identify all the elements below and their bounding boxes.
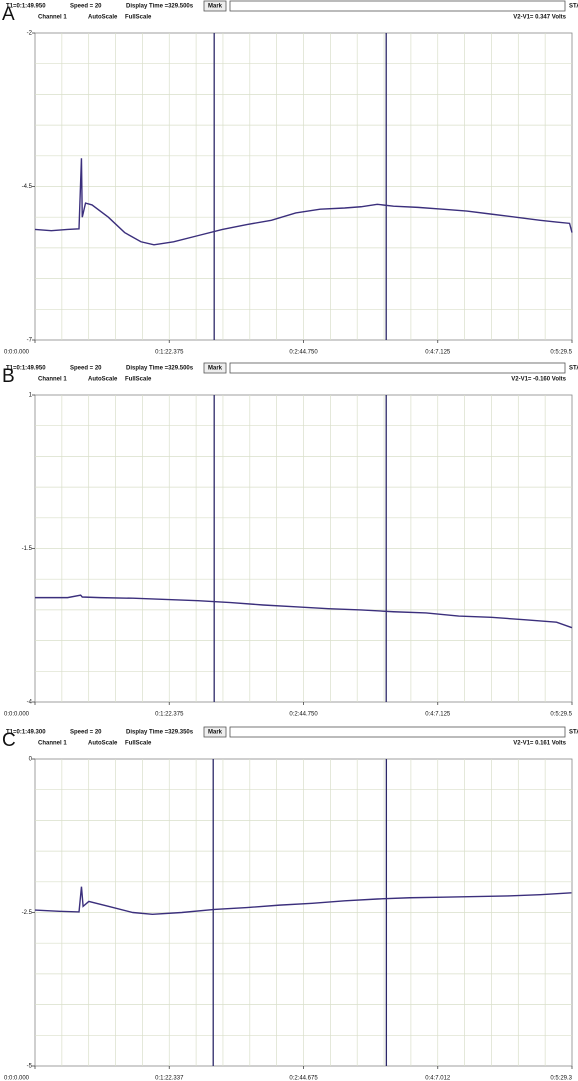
mark-label[interactable]: Mark <box>208 730 223 736</box>
data-line <box>34 158 573 246</box>
channel: Channel 1 <box>38 15 67 21</box>
speed: Speed = 20 <box>70 4 102 10</box>
display-time: Display Time =329.500s <box>126 4 194 10</box>
x-tick-label: 0:5:29.5 <box>550 350 572 356</box>
y-tick-label: -4 <box>27 700 33 706</box>
voltage-difference: V2-V1= -0.160 Volts <box>511 377 566 383</box>
y-tick-label: -1.5 <box>22 546 33 552</box>
fullscale[interactable]: FullScale <box>125 377 152 383</box>
x-tick-label: 0:2:44.675 <box>289 1076 318 1081</box>
channel: Channel 1 <box>38 377 67 383</box>
fullscale[interactable]: FullScale <box>125 15 152 21</box>
display-time: Display Time =329.500s <box>126 366 194 372</box>
x-tick-label: 0:1:22.375 <box>155 712 184 718</box>
panel-label: B <box>2 366 15 387</box>
start-label[interactable]: START <box>569 4 578 10</box>
x-tick-label: 0:0:0.000 <box>4 1076 30 1081</box>
cursor-time: T1=0:1:49.950 <box>6 4 46 10</box>
x-tick-label: 0:1:22.375 <box>155 350 184 356</box>
y-tick-label: -2.5 <box>22 910 33 916</box>
autoscale[interactable]: AutoScale <box>88 741 118 747</box>
y-tick-label: -4.5 <box>22 184 33 190</box>
cursor-time: T1=0:1:49.300 <box>6 730 46 736</box>
x-tick-label: 0:0:0.000 <box>4 712 30 718</box>
data-line <box>34 886 572 916</box>
start-label[interactable]: START <box>569 730 578 736</box>
x-tick-label: 0:4:7.125 <box>425 712 451 718</box>
progress-field <box>229 0 566 12</box>
mark-button[interactable] <box>203 0 227 12</box>
y-tick-label: -2 <box>27 31 33 37</box>
voltage-difference: V2-V1= 0.161 Volts <box>513 741 566 747</box>
x-tick-label: 0:4:7.125 <box>425 350 451 356</box>
mark-label[interactable]: Mark <box>208 366 223 372</box>
cursor-time: T1=0:1:49.950 <box>6 366 46 372</box>
mark-button[interactable] <box>203 362 227 374</box>
panel-label: C <box>2 730 16 751</box>
fullscale[interactable]: FullScale <box>125 741 152 747</box>
mark-button[interactable] <box>203 726 227 738</box>
autoscale[interactable]: AutoScale <box>88 15 118 21</box>
x-tick-label: 0:5:29.5 <box>550 712 572 718</box>
x-tick-label: 0:1:22.337 <box>155 1076 184 1081</box>
y-tick-label: 0 <box>29 757 33 763</box>
panel-label: A <box>2 4 15 25</box>
y-tick-label: 1 <box>29 393 33 399</box>
progress-field <box>229 362 566 374</box>
x-tick-label: 0:2:44.750 <box>289 712 318 718</box>
autoscale[interactable]: AutoScale <box>88 377 118 383</box>
display-time: Display Time =329.350s <box>126 730 194 736</box>
voltage-difference: V2-V1= 0.347 Volts <box>513 15 566 21</box>
x-tick-label: 0:5:29.3 <box>550 1076 572 1081</box>
x-tick-label: 0:0:0.000 <box>4 350 30 356</box>
y-tick-label: -5 <box>27 1064 33 1070</box>
progress-field <box>229 726 566 738</box>
x-tick-label: 0:4:7.012 <box>425 1076 451 1081</box>
speed: Speed = 20 <box>70 366 102 372</box>
channel: Channel 1 <box>38 741 67 747</box>
mark-label[interactable]: Mark <box>208 4 223 10</box>
x-tick-label: 0:2:44.750 <box>289 350 318 356</box>
data-line <box>35 594 573 629</box>
start-label[interactable]: START <box>569 366 578 372</box>
y-tick-label: -7 <box>27 338 33 344</box>
speed: Speed = 20 <box>70 730 102 736</box>
